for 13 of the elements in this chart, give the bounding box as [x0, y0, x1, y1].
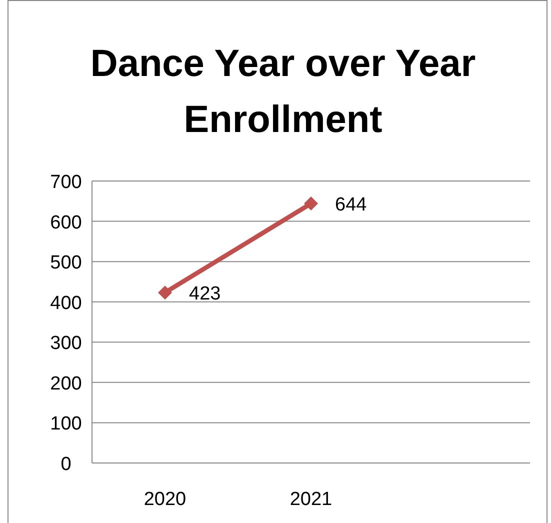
chart-title: Dance Year over Year Enrollment — [90, 43, 476, 141]
y-tick-label: 600 — [50, 212, 82, 234]
x-tick-label: 2020 — [144, 489, 186, 510]
y-tick-label: 400 — [50, 292, 82, 314]
y-tick-label: 700 — [50, 172, 82, 193]
data-label: 644 — [335, 194, 368, 216]
data-label: 423 — [189, 284, 221, 305]
y-tick-label: 500 — [50, 252, 82, 274]
y-tick-label: 300 — [50, 333, 82, 354]
y-tick-label: 200 — [50, 373, 82, 394]
y-tick-label: 100 — [50, 414, 82, 435]
y-tick-label: 0 — [60, 454, 72, 475]
x-tick-label: 2021 — [290, 489, 332, 510]
